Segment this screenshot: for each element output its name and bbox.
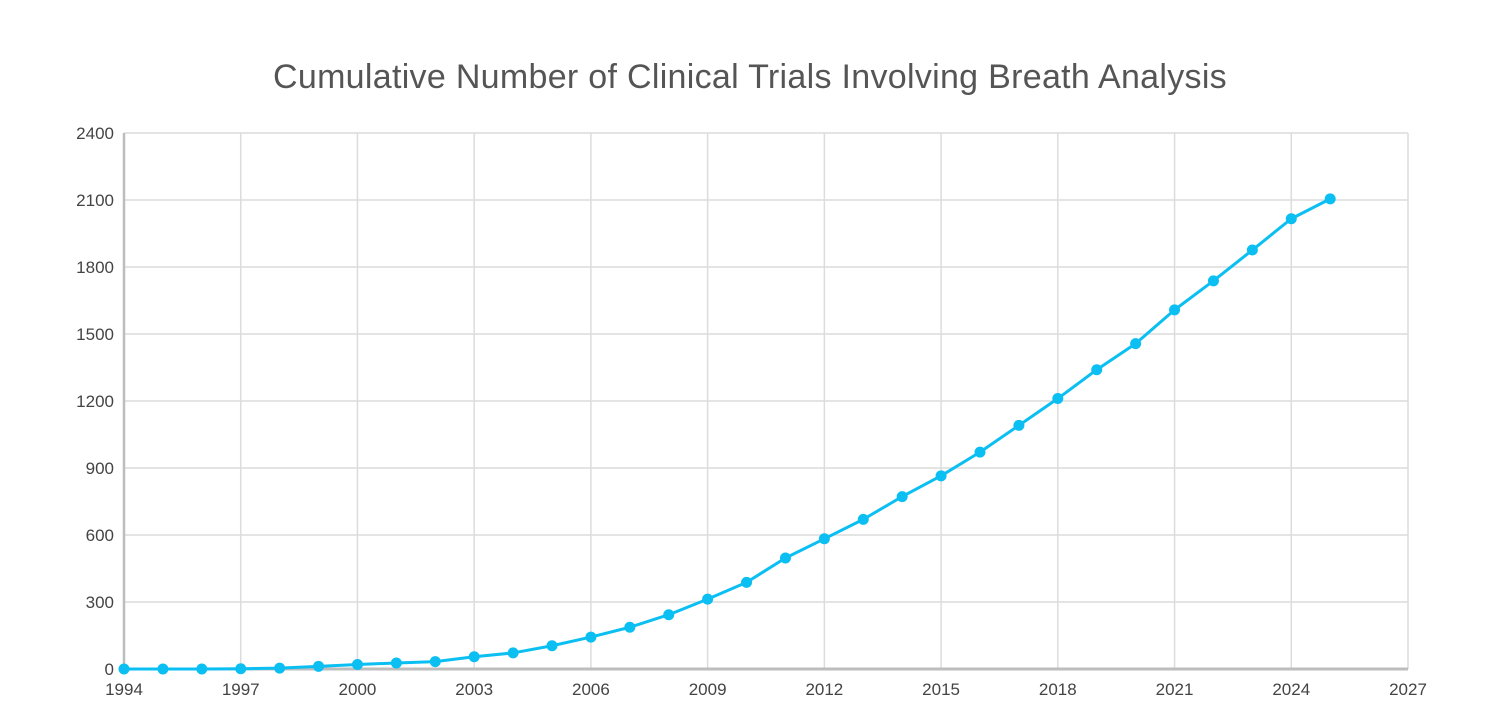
x-tick-label: 1997 <box>222 680 260 699</box>
data-point <box>663 609 675 621</box>
data-point <box>702 593 714 605</box>
x-tick-label: 2015 <box>922 680 960 699</box>
x-tick-label: 2024 <box>1272 680 1310 699</box>
data-point <box>118 663 130 675</box>
x-tick-label: 2021 <box>1156 680 1194 699</box>
y-tick-label: 300 <box>86 593 114 612</box>
data-point <box>157 663 169 675</box>
data-point <box>585 631 597 643</box>
data-point <box>1324 193 1336 205</box>
y-tick-label: 1800 <box>76 258 114 277</box>
data-point <box>779 552 791 564</box>
axes <box>122 133 1408 671</box>
x-tick-label: 2006 <box>572 680 610 699</box>
x-tick-label: 2018 <box>1039 680 1077 699</box>
data-point <box>1246 244 1258 256</box>
data-point <box>818 533 830 545</box>
chart-title: Cumulative Number of Clinical Trials Inv… <box>273 58 1227 96</box>
data-point <box>468 651 480 663</box>
x-tick-label: 2027 <box>1389 680 1427 699</box>
data-point <box>857 513 869 525</box>
data-point <box>1169 304 1181 316</box>
data-point <box>351 659 363 671</box>
x-tick-label: 1994 <box>105 680 143 699</box>
data-point <box>896 491 908 503</box>
data-point <box>429 656 441 668</box>
series-line <box>124 197 1331 671</box>
x-tick-label: 2009 <box>689 680 727 699</box>
data-point <box>1052 393 1064 405</box>
data-point <box>1285 213 1297 225</box>
y-tick-label: 2100 <box>76 191 114 210</box>
y-tick-label: 0 <box>105 660 114 679</box>
y-tick-label: 600 <box>86 526 114 545</box>
y-tick-label: 1500 <box>76 325 114 344</box>
x-tick-label: 2003 <box>455 680 493 699</box>
tick-labels: 0 300 600 900 1200 1500 1800 2100 2400 1994 1997 20… <box>76 124 1427 699</box>
y-tick-label: 900 <box>86 459 114 478</box>
data-point <box>390 657 402 669</box>
data-point <box>1207 275 1219 287</box>
data-point <box>313 660 325 672</box>
y-tick-label: 2400 <box>76 124 114 143</box>
data-point <box>741 576 753 588</box>
data-point <box>274 662 286 674</box>
series <box>118 193 1336 675</box>
data-point <box>974 446 986 458</box>
data-point <box>1091 364 1103 376</box>
data-point <box>235 663 247 675</box>
y-tick-label: 1200 <box>76 392 114 411</box>
x-tick-label: 2012 <box>805 680 843 699</box>
data-point <box>935 470 947 482</box>
data-point <box>507 647 519 659</box>
data-point <box>546 640 558 652</box>
data-point <box>1130 338 1142 350</box>
x-tick-label: 2000 <box>339 680 377 699</box>
data-point <box>1013 419 1025 431</box>
data-point <box>196 663 208 675</box>
data-point <box>624 621 636 633</box>
grid-lines <box>124 132 1409 669</box>
